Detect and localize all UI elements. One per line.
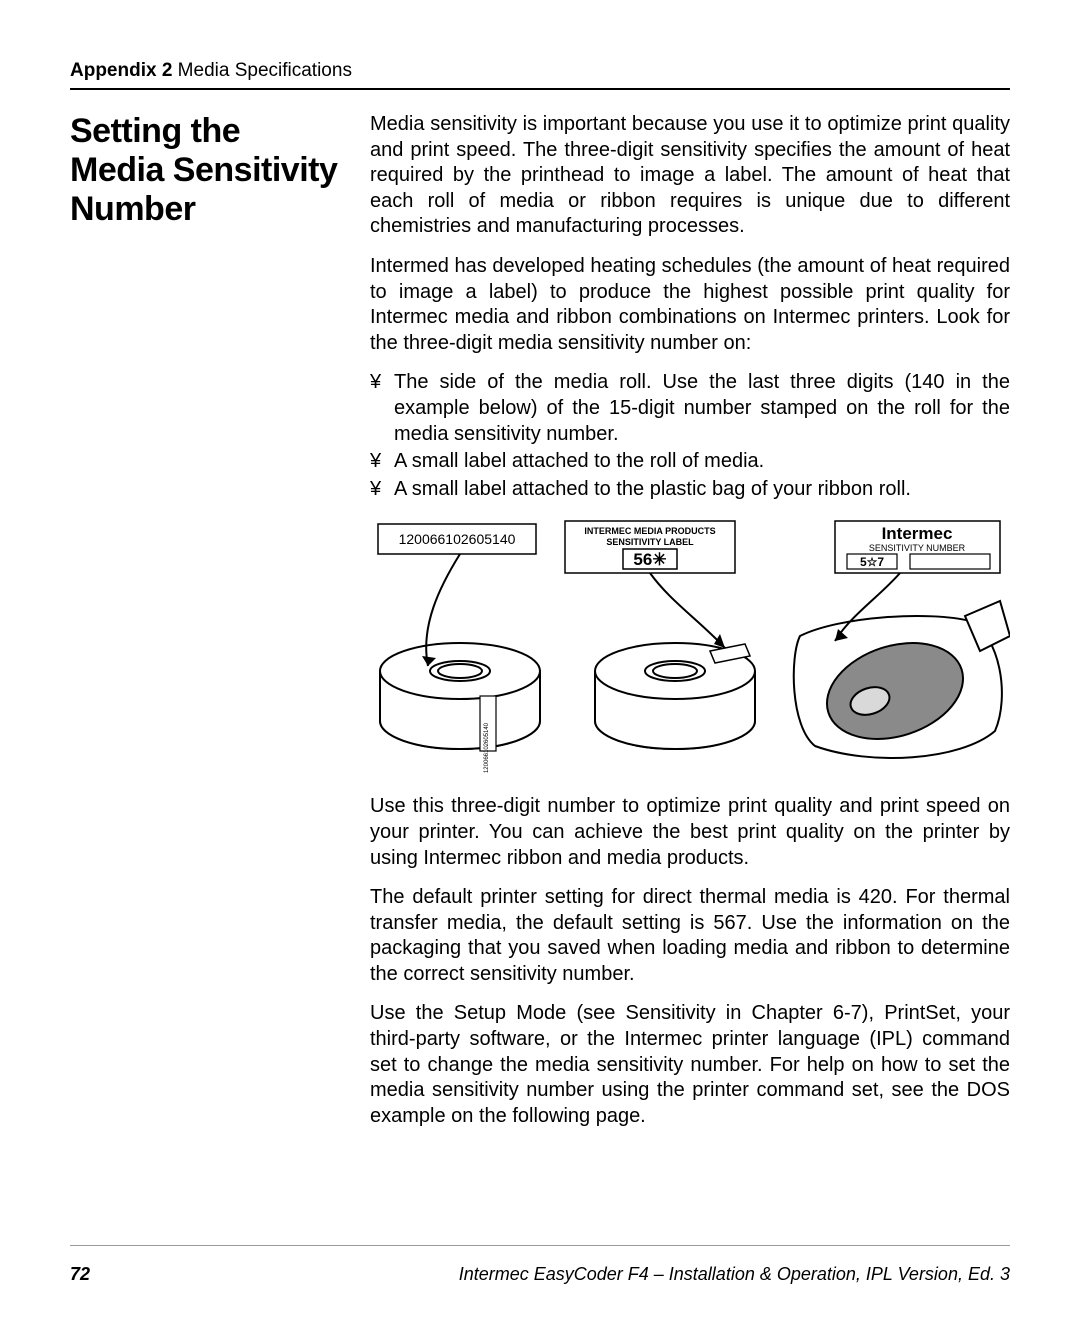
list-item: ¥ A small label attached to the plastic … <box>370 477 1010 503</box>
paragraph-1: Media sensitivity is important because y… <box>370 112 1010 240</box>
svg-text:SENSITIVITY NUMBER: SENSITIVITY NUMBER <box>869 543 966 553</box>
ribbon-roll-bag <box>794 573 1010 758</box>
label-roll-number: 120066102605140 <box>378 524 536 554</box>
footer-text: Intermec EasyCoder F4 – Installation & O… <box>459 1264 1010 1285</box>
bullet-glyph: ¥ <box>370 477 394 503</box>
list-item-text: The side of the media roll. Use the last… <box>394 370 1010 447</box>
bullet-list: ¥ The side of the media roll. Use the la… <box>370 370 1010 502</box>
list-item: ¥ The side of the media roll. Use the la… <box>370 370 1010 447</box>
list-item-text: A small label attached to the plastic ba… <box>394 477 1010 503</box>
label-intermec-567: Intermec SENSITIVITY NUMBER 5☆7 <box>835 521 1000 573</box>
running-header: Appendix 2 Media Speciﬁcations <box>70 60 1010 82</box>
paragraph-2: Intermed has developed heating schedules… <box>370 254 1010 356</box>
svg-text:56✳: 56✳ <box>633 550 666 569</box>
paragraph-4: The default printer setting for direct t… <box>370 885 1010 987</box>
section-heading: Setting the Media Sensitivity Number <box>70 112 340 229</box>
top-rule <box>70 88 1010 90</box>
sensitivity-figure: 120066102605140 INTERMEC MEDIA PRODUCTS … <box>370 516 1010 776</box>
list-item-text: A small label attached to the roll of me… <box>394 449 1010 475</box>
bullet-glyph: ¥ <box>370 449 394 475</box>
svg-text:INTERMEC MEDIA PRODUCTS: INTERMEC MEDIA PRODUCTS <box>584 526 715 536</box>
svg-text:SENSITIVITY LABEL: SENSITIVITY LABEL <box>606 537 694 547</box>
media-roll-1: 120066102605140 <box>380 554 540 773</box>
paragraph-5: Use the Setup Mode (see Sensitivity in C… <box>370 1001 1010 1129</box>
bullet-glyph: ¥ <box>370 370 394 447</box>
list-item: ¥ A small label attached to the roll of … <box>370 449 1010 475</box>
label-sensitivity-56: INTERMEC MEDIA PRODUCTS SENSITIVITY LABE… <box>565 521 735 573</box>
svg-text:5☆7: 5☆7 <box>860 555 884 569</box>
paragraph-3: Use this three-digit number to optimize … <box>370 794 1010 871</box>
appendix-number: Appendix 2 <box>70 60 172 81</box>
svg-text:Intermec: Intermec <box>882 524 953 543</box>
appendix-title: Media Speciﬁcations <box>172 60 352 81</box>
media-roll-2 <box>595 573 755 749</box>
bottom-rule <box>70 1245 1010 1246</box>
svg-text:120066102605140: 120066102605140 <box>484 723 490 774</box>
roll-number-text: 120066102605140 <box>399 531 516 547</box>
page-number: 72 <box>70 1264 90 1285</box>
